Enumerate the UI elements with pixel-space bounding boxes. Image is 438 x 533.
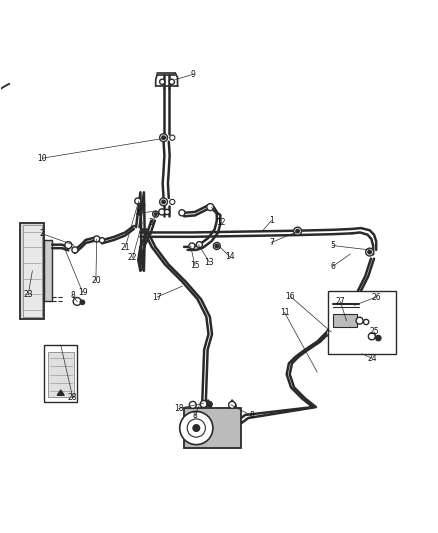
Circle shape [180,411,213,445]
Text: 19: 19 [78,288,88,297]
Circle shape [179,210,185,216]
Circle shape [193,425,200,431]
Text: 6: 6 [330,262,335,271]
Text: 4: 4 [136,209,141,218]
Circle shape [164,209,170,215]
Circle shape [170,135,175,140]
Circle shape [215,244,219,248]
Circle shape [80,300,85,304]
Text: 15: 15 [190,261,200,270]
Circle shape [159,209,165,215]
Text: 22: 22 [128,253,137,262]
Text: 3: 3 [149,219,154,228]
Bar [328,290,396,354]
Circle shape [187,419,205,437]
Circle shape [364,319,369,325]
Circle shape [293,227,301,235]
Circle shape [159,134,167,142]
Circle shape [326,329,334,337]
Text: 25: 25 [369,327,379,336]
Text: 17: 17 [152,293,162,302]
Circle shape [376,335,381,341]
Text: 28: 28 [68,393,78,402]
Text: 10: 10 [37,154,47,163]
Circle shape [196,241,202,248]
Text: 16: 16 [285,292,295,301]
Bar [20,223,44,319]
Text: 8: 8 [193,411,198,421]
Bar [44,345,77,402]
Text: 9: 9 [191,70,195,79]
Text: 8: 8 [71,291,75,300]
Text: 11: 11 [280,308,289,317]
Circle shape [72,247,78,253]
Circle shape [154,213,157,215]
Text: 21: 21 [120,243,130,252]
Polygon shape [57,390,64,395]
Circle shape [162,200,165,204]
Circle shape [328,331,332,335]
Circle shape [152,211,159,217]
Circle shape [207,204,214,211]
Circle shape [368,251,371,254]
Circle shape [356,317,363,324]
Text: 12: 12 [216,219,226,228]
Circle shape [366,248,374,256]
Circle shape [58,388,64,394]
Text: 2: 2 [40,229,45,238]
Circle shape [141,203,145,207]
Bar [333,314,357,327]
Circle shape [213,243,220,249]
Circle shape [99,238,105,243]
Circle shape [170,199,175,205]
Text: 26: 26 [371,293,381,302]
Text: 8: 8 [249,411,254,421]
Circle shape [162,136,165,140]
Text: 5: 5 [330,241,335,250]
Circle shape [296,229,299,233]
Circle shape [65,241,72,248]
Circle shape [73,297,81,305]
Text: 18: 18 [174,404,184,413]
Circle shape [159,198,167,206]
Text: 1: 1 [269,216,274,225]
Text: 27: 27 [336,297,345,306]
Bar [44,240,52,302]
Bar [22,225,42,317]
Circle shape [189,243,195,249]
Circle shape [207,401,212,407]
Text: 23: 23 [23,290,33,300]
Bar [48,352,74,398]
Text: 20: 20 [91,276,101,285]
Circle shape [135,198,141,204]
Circle shape [229,401,236,408]
Circle shape [169,79,174,84]
Bar [184,408,241,448]
Text: 14: 14 [225,253,235,261]
Text: 13: 13 [205,257,214,266]
Circle shape [189,401,196,408]
Text: 7: 7 [269,238,274,247]
Circle shape [94,236,100,242]
Circle shape [200,400,207,408]
Text: 24: 24 [367,354,377,362]
Circle shape [368,333,375,340]
Circle shape [159,79,165,84]
